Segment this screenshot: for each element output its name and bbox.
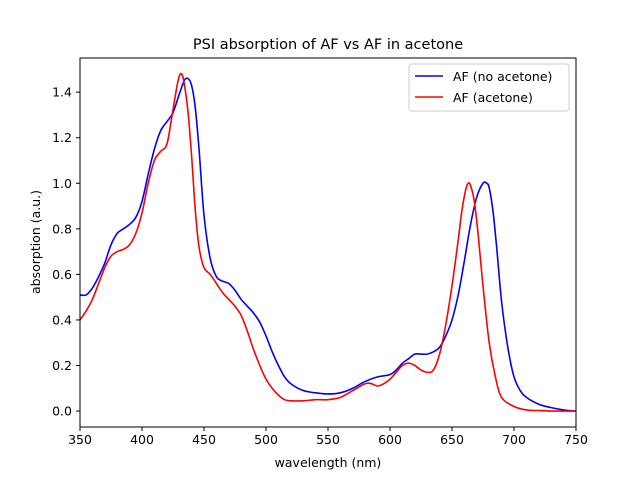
legend-label-acetone: AF (acetone) xyxy=(453,90,533,105)
x-axis-ticks: 350 400 450 500 550 600 650 700 750 xyxy=(68,427,588,447)
y-tick-label: 0.8 xyxy=(52,221,72,236)
y-tick-label: 1.2 xyxy=(52,130,72,145)
x-tick-label: 650 xyxy=(440,432,464,447)
y-tick-label: 0.6 xyxy=(52,267,72,282)
x-tick-label: 500 xyxy=(254,432,278,447)
y-tick-label: 0.4 xyxy=(52,312,72,327)
y-tick-label: 0.0 xyxy=(52,404,72,419)
x-tick-label: 600 xyxy=(378,432,402,447)
x-tick-label: 400 xyxy=(130,432,154,447)
series-line-no-acetone xyxy=(80,77,576,412)
chart-title: PSI absorption of AF vs AF in acetone xyxy=(193,37,463,53)
y-tick-label: 0.2 xyxy=(52,358,72,373)
legend: AF (no acetone) AF (acetone) xyxy=(408,63,570,112)
y-axis-label: absorption (a.u.) xyxy=(28,190,43,294)
series-lines xyxy=(80,72,576,412)
x-tick-label: 550 xyxy=(316,432,340,447)
x-tick-label: 750 xyxy=(564,432,588,447)
x-tick-label: 450 xyxy=(192,432,216,447)
series-line-acetone xyxy=(80,72,576,412)
x-tick-label: 700 xyxy=(502,432,526,447)
x-axis-label: wavelength (nm) xyxy=(275,455,382,470)
y-axis-ticks: 0.0 0.2 0.4 0.6 0.8 1.0 1.2 1.4 xyxy=(52,85,80,419)
y-tick-label: 1.0 xyxy=(52,176,72,191)
y-tick-label: 1.4 xyxy=(52,85,72,100)
legend-box xyxy=(408,63,570,112)
x-tick-label: 350 xyxy=(68,432,92,447)
legend-label-no-acetone: AF (no acetone) xyxy=(453,69,552,84)
